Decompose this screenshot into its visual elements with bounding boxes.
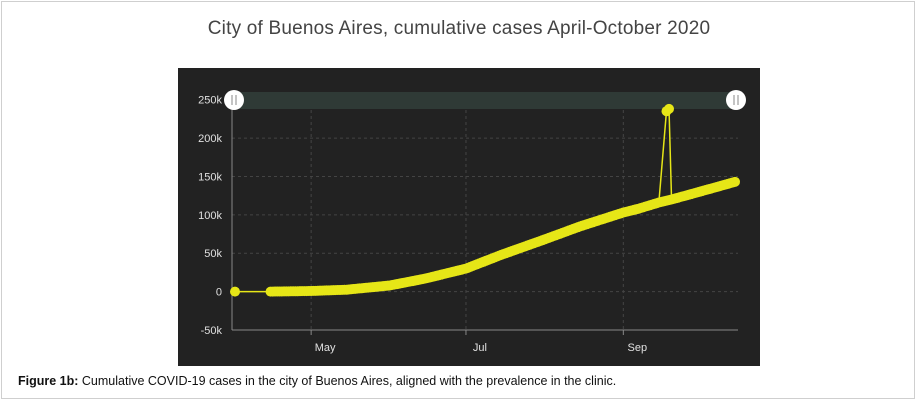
- range-handle-right: [726, 90, 746, 110]
- y-tick-label: 250k: [198, 95, 222, 107]
- range-handle-left: [224, 90, 244, 110]
- chart-svg: -50k 0 50k 100k 150k 200k 250k May Jul Sep: [198, 90, 746, 354]
- x-tick-label: May: [315, 342, 336, 354]
- range-navigator-band: [234, 92, 736, 109]
- x-tick-label: Jul: [473, 342, 487, 354]
- x-tick-label: Sep: [628, 342, 648, 354]
- y-tick-label: -50k: [201, 325, 223, 337]
- y-tick-label: 150k: [198, 171, 222, 183]
- y-tick-label: 200k: [198, 133, 222, 145]
- chart-title: City of Buenos Aires, cumulative cases A…: [207, 18, 711, 39]
- figure-caption: Figure 1b: Cumulative COVID-19 cases in …: [18, 374, 908, 388]
- data-point: [730, 176, 740, 187]
- y-tick-label: 0: [216, 287, 222, 299]
- data-point: [230, 286, 240, 297]
- chart-area: -50k 0 50k 100k 150k 200k 250k May Jul Sep: [178, 68, 760, 366]
- y-tick-label: 50k: [204, 248, 222, 260]
- data-point-outlier: [664, 103, 675, 114]
- y-tick-label: 100k: [198, 210, 222, 222]
- caption-label: Figure 1b:: [18, 374, 79, 388]
- caption-text: Cumulative COVID-19 cases in the city of…: [78, 374, 617, 388]
